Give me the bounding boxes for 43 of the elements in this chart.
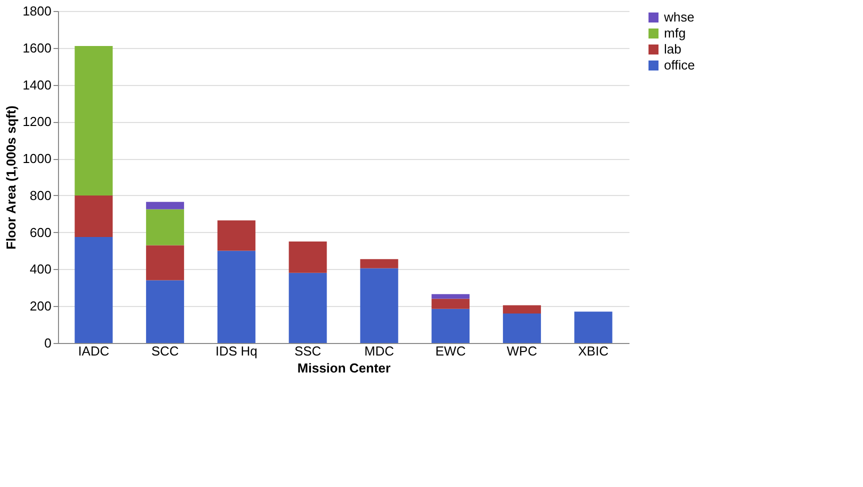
x-tick-label: MDC (364, 344, 394, 358)
y-tick-label: 800 (30, 188, 52, 203)
y-tick-label: 0 (44, 336, 52, 350)
bar (146, 202, 184, 210)
bar (74, 195, 113, 237)
y-tick-label: 1200 (22, 114, 52, 130)
bar (574, 312, 612, 343)
bar (432, 294, 470, 299)
bar (502, 305, 541, 314)
bar (74, 236, 113, 343)
bar (288, 242, 327, 273)
legend-label: mfg (664, 26, 686, 40)
bar (146, 280, 184, 343)
legend-label: lab (664, 42, 682, 56)
y-tick-label: 1600 (22, 40, 52, 56)
y-tick-label: 1400 (22, 77, 52, 92)
x-tick-label: SCC (151, 344, 179, 358)
bar (217, 250, 256, 343)
bar (146, 209, 184, 246)
y-tick-label: 400 (30, 262, 52, 277)
y-tick-label: 200 (30, 298, 52, 314)
y-tick-label: 1800 (22, 4, 52, 18)
bar (432, 308, 470, 343)
bar (74, 46, 113, 196)
bar (146, 245, 184, 280)
x-tick-label: EWC (435, 344, 466, 358)
x-tick-label: WPC (506, 344, 538, 358)
bar (432, 298, 470, 309)
bar (217, 220, 256, 251)
bar (360, 268, 398, 343)
bar (288, 272, 327, 343)
y-tick-label: 1000 (22, 151, 52, 166)
x-axis-title: Mission Center (297, 360, 391, 376)
legend-label: office (664, 58, 695, 72)
y-tick-label: 600 (30, 224, 52, 240)
bar (502, 313, 541, 343)
x-tick-label: IDS Hq (215, 344, 258, 358)
bar (360, 259, 398, 268)
x-tick-label: SSC (294, 344, 322, 358)
legend-label: whse (663, 10, 694, 24)
y-axis-title: Floor Area (1,000s sqft) (4, 105, 19, 250)
x-tick-label: IADC (78, 344, 110, 358)
x-tick-label: XBIC (578, 344, 608, 358)
